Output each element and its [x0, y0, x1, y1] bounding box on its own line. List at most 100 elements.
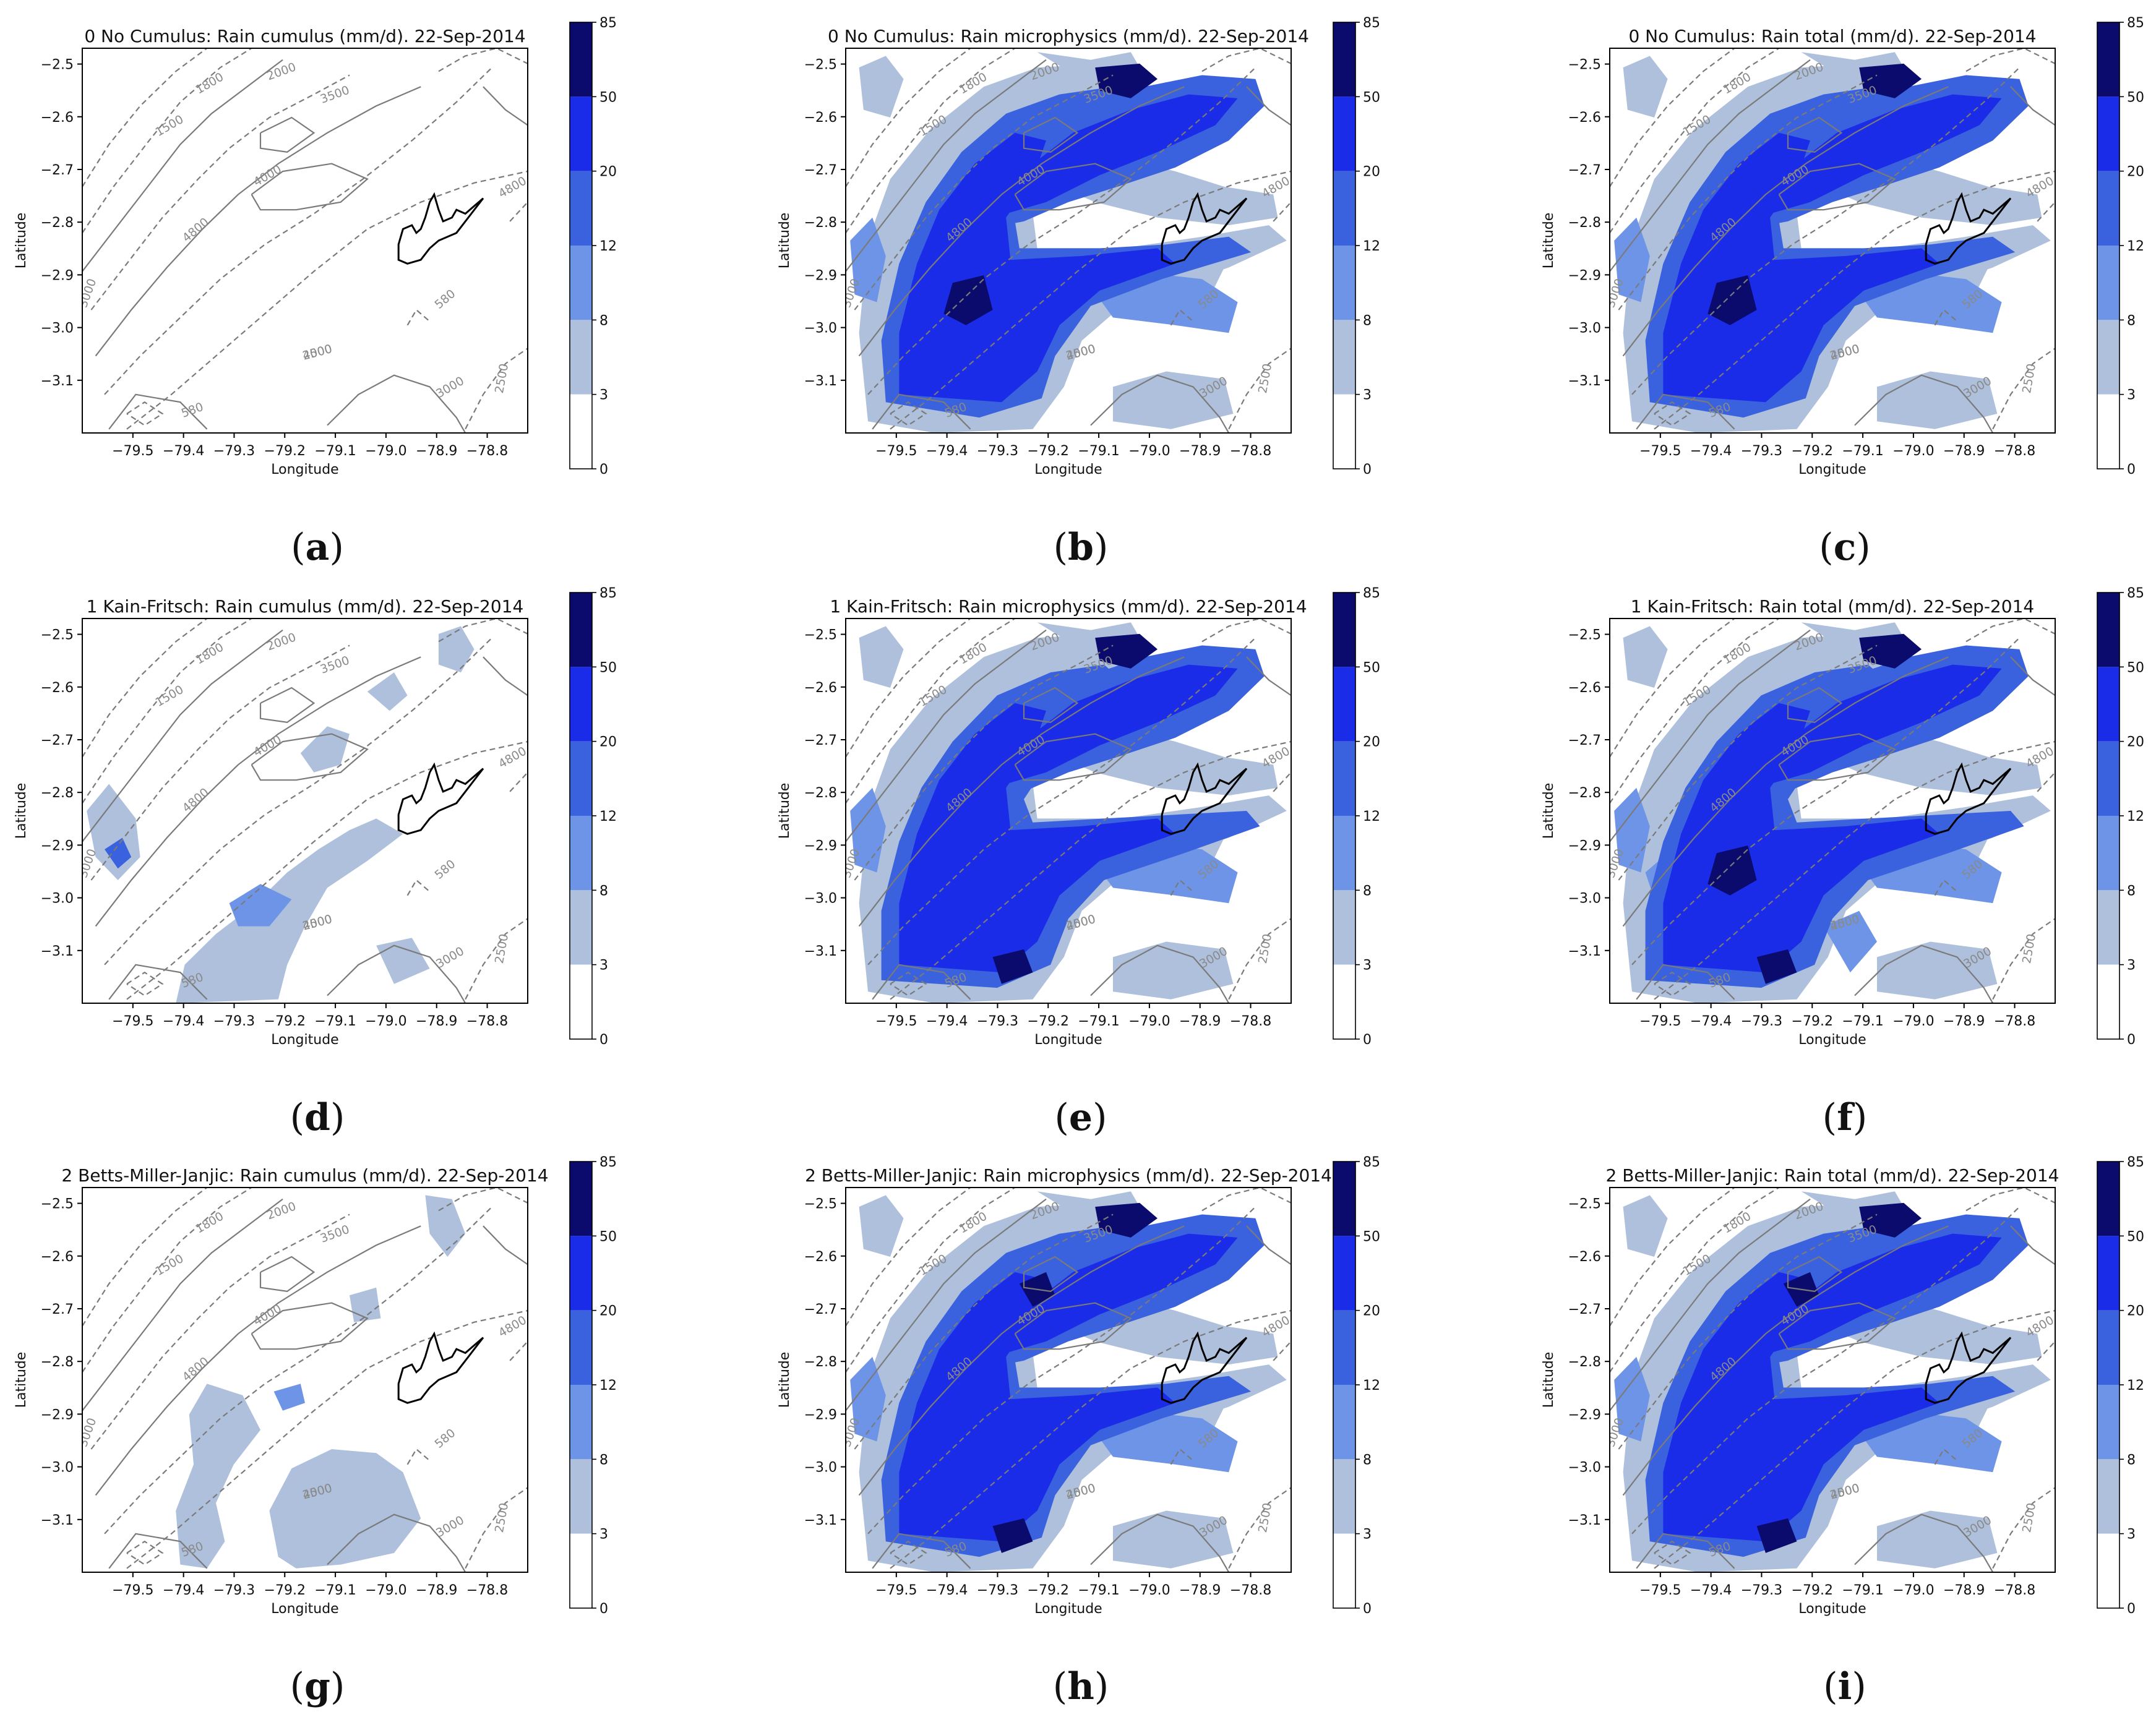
contour-line	[1610, 1188, 1735, 1327]
rain-band-2	[850, 217, 886, 302]
y-tick-label: −2.6	[41, 1249, 74, 1265]
contour-line	[890, 170, 1291, 430]
colorbar-band	[2097, 394, 2119, 469]
rain-field	[850, 1191, 1287, 1572]
panel-title: 2 Betts-Miller-Janjic: Rain cumulus (mm/…	[61, 1165, 548, 1186]
contour-line	[846, 48, 1016, 234]
contour-line	[1778, 1302, 1896, 1350]
y-tick-label: −3.1	[804, 1513, 837, 1528]
x-tick-label: −79.2	[264, 1014, 306, 1029]
contour-line	[1787, 116, 1843, 153]
x-tick-label: −79.1	[314, 1014, 356, 1029]
x-tick-label: −79.3	[213, 443, 255, 459]
rain-band-1	[859, 56, 904, 118]
y-tick-label: −2.5	[1568, 628, 1601, 643]
contour-line	[1201, 48, 1291, 72]
axes-frame	[1609, 1187, 2056, 1573]
colorbar-band	[2097, 96, 2119, 171]
colorbar-tick-label: 0	[599, 1032, 608, 1048]
panel-title: 0 No Cumulus: Rain cumulus (mm/d). 22-Se…	[84, 26, 525, 46]
rain-band-1	[1113, 941, 1234, 999]
x-tick-label: −78.9	[1943, 1583, 1985, 1598]
colorbar: 85 50 20 12 8 3 0	[1333, 15, 1380, 477]
panel-letter: (b)	[1054, 526, 1109, 569]
rain-band-4	[899, 703, 1175, 973]
colorbar-tick-label: 20	[1363, 735, 1380, 750]
colorbar-tick-label: 85	[2127, 586, 2144, 601]
colorbar-tick-label: 20	[599, 165, 617, 180]
colorbar-band	[1333, 246, 1355, 320]
rain-band-5	[992, 1518, 1033, 1553]
contour-line	[483, 1225, 528, 1265]
colorbar-band	[2097, 1533, 2119, 1608]
x-tick-label: −79.1	[1078, 1583, 1119, 1598]
axes-frame	[1609, 618, 2056, 1004]
x-tick-label: −79.0	[1128, 1583, 1170, 1598]
colorbar-band	[1333, 1385, 1355, 1460]
x-tick-label: −78.9	[416, 1014, 457, 1029]
colorbar-tick-label: 12	[1363, 1378, 1380, 1393]
contour-line	[858, 86, 1185, 357]
colorbar-band	[2097, 22, 2119, 97]
x-tick-label: −78.8	[1230, 1014, 1271, 1029]
land-outline	[1161, 762, 1248, 835]
y-axis-label: Latitude	[14, 213, 29, 269]
x-tick-label: −78.8	[466, 1014, 508, 1029]
contour-line	[104, 637, 493, 965]
y-tick-label: −2.6	[804, 110, 837, 126]
rain-band-2	[1614, 1356, 1650, 1442]
colorbar-band	[570, 741, 592, 816]
land-outline	[1161, 192, 1248, 265]
colorbar-tick-label: 50	[1363, 1229, 1380, 1244]
x-tick-label: −79.0	[365, 443, 406, 459]
colorbar-tick-label: 12	[599, 809, 617, 824]
rain-band-1	[1623, 56, 1668, 118]
axes-frame	[845, 618, 1292, 1004]
panel-letter: (d)	[290, 1096, 345, 1139]
x-tick-label: −79.0	[1892, 1583, 1934, 1598]
x-tick-label: −79.3	[1741, 1014, 1782, 1029]
panel-b: 0 No Cumulus: Rain microphysics (mm/d). …	[777, 15, 1380, 569]
rain-field	[1614, 1191, 2051, 1572]
rain-band-5	[1095, 633, 1157, 669]
colorbar-tick-label: 20	[1363, 1304, 1380, 1319]
contour-line	[890, 1309, 1291, 1569]
x-tick-label: −79.3	[1741, 443, 1782, 459]
rain-band-1	[176, 1384, 260, 1569]
colorbar: 85 50 20 12 8 3 0	[1333, 586, 1380, 1048]
contour-line	[126, 740, 528, 1000]
rain-band-5	[1707, 275, 1757, 325]
rain-band-5	[1859, 63, 1922, 98]
contour-line	[82, 629, 283, 842]
y-tick-label: −3.0	[804, 1460, 837, 1476]
panel-letter: (c)	[1819, 526, 1870, 569]
contour-line	[1992, 1487, 2055, 1569]
rain-band-2	[229, 884, 292, 927]
colorbar-tick-label: 50	[2127, 1229, 2144, 1244]
colorbar-tick-label: 50	[2127, 90, 2144, 105]
contour-line	[90, 644, 350, 881]
y-tick-label: −2.7	[1568, 733, 1601, 748]
contour-line	[867, 637, 1256, 965]
contour-line	[126, 1540, 164, 1565]
rain-field	[1614, 52, 2051, 433]
x-tick-label: −78.8	[1994, 443, 2035, 459]
contour-line	[1618, 74, 1878, 310]
rain-field	[850, 622, 1287, 1003]
colorbar-tick-label: 12	[599, 1378, 617, 1393]
colorbar-tick-label: 3	[2127, 1527, 2136, 1543]
colorbar-band	[570, 1385, 592, 1460]
rain-band-5	[1756, 949, 1797, 984]
colorbar-tick-label: 50	[1363, 660, 1380, 675]
colorbar-tick-label: 8	[1363, 1452, 1372, 1468]
contour-line	[82, 619, 252, 804]
contour-line	[438, 48, 528, 72]
panel-letter: (g)	[290, 1665, 345, 1708]
x-tick-label: −78.8	[466, 1583, 508, 1598]
colorbar-band	[2097, 1385, 2119, 1460]
contour-line	[1201, 619, 1291, 643]
contour-line	[1636, 1533, 1735, 1569]
contour-line	[1170, 879, 1194, 896]
colorbar-band	[2097, 1310, 2119, 1385]
y-tick-label: −3.1	[804, 374, 837, 389]
